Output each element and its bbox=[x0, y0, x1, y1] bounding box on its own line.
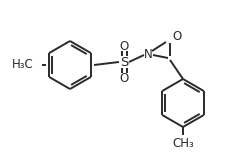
Text: O: O bbox=[119, 72, 129, 85]
Text: N: N bbox=[144, 49, 152, 61]
Text: O: O bbox=[119, 40, 129, 52]
Text: CH₃: CH₃ bbox=[172, 137, 194, 150]
Text: S: S bbox=[120, 55, 128, 69]
Text: O: O bbox=[172, 30, 181, 43]
Text: H₃C: H₃C bbox=[12, 58, 34, 72]
